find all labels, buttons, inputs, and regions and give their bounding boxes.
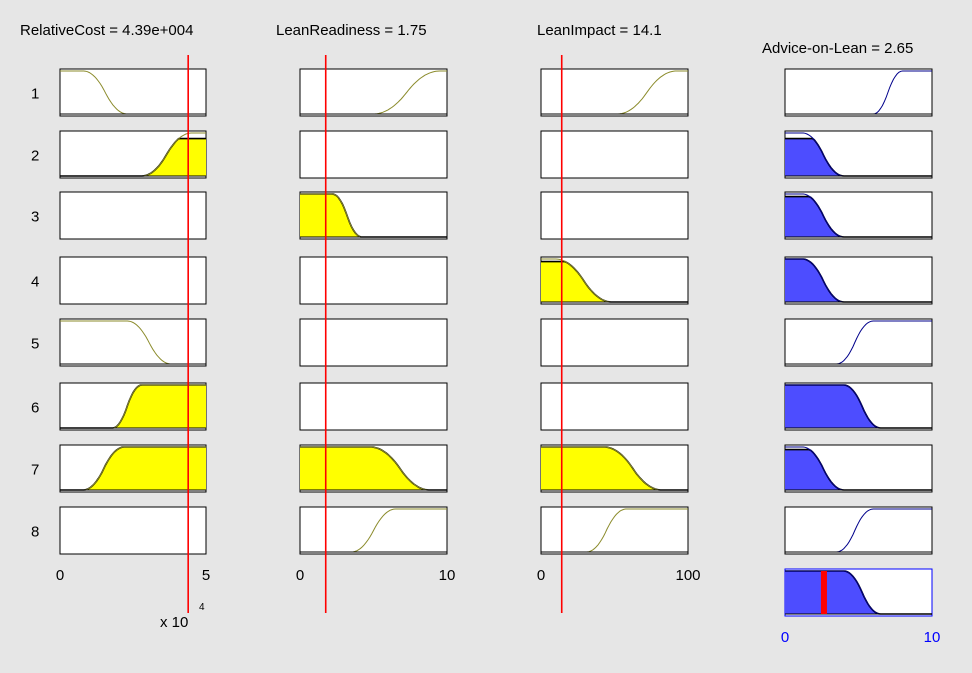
tick-max-advice: 10 <box>924 629 941 646</box>
var-label-leanimpact: LeanImpact = 14.1 <box>537 22 662 39</box>
mf-plot-leanimpact-rule-3 <box>540 191 689 240</box>
tick-max-leanreadiness: 10 <box>439 567 456 584</box>
mf-plot-advice-rule-8 <box>784 506 933 555</box>
rule-label-5: 5 <box>31 336 39 353</box>
membership-plots <box>59 68 933 617</box>
mf-plot-relativecost-rule-5 <box>59 318 207 367</box>
mf-plot-advice-rule-3 <box>784 191 933 240</box>
tick-min-leanreadiness: 0 <box>296 567 304 584</box>
rule-label-1: 1 <box>31 86 39 103</box>
mf-plot-leanreadiness-rule-3 <box>299 191 448 240</box>
mf-plot-leanimpact-rule-6 <box>540 382 689 431</box>
tick-min-advice: 0 <box>781 629 789 646</box>
mf-plot-leanimpact-rule-5 <box>540 318 689 367</box>
rule-label-4: 4 <box>31 274 39 291</box>
input-indicator-lines[interactable] <box>187 55 827 614</box>
mf-plot-advice-rule-9 <box>784 568 933 617</box>
mf-plot-relativecost-rule-6 <box>59 382 207 431</box>
exponent-superscript: 4 <box>199 602 205 613</box>
mf-plot-leanreadiness-rule-5 <box>299 318 448 367</box>
mf-plot-advice-rule-1 <box>784 68 933 117</box>
mf-plot-relativecost-rule-7 <box>59 444 207 493</box>
mf-plot-leanreadiness-rule-8 <box>299 506 448 555</box>
mf-plot-advice-rule-5 <box>784 318 933 367</box>
mf-plot-advice-rule-4 <box>784 256 933 305</box>
mf-plot-advice-rule-6 <box>784 382 933 431</box>
var-label-advice-on-lean: Advice-on-Lean = 2.65 <box>762 40 913 57</box>
mf-plot-relativecost-rule-1 <box>59 68 207 117</box>
mf-plot-leanreadiness-rule-7 <box>299 444 448 493</box>
mf-plot-relativecost-rule-3 <box>59 191 207 240</box>
mf-plot-leanimpact-rule-7 <box>540 444 689 493</box>
mf-plot-advice-rule-7 <box>784 444 933 493</box>
mf-plot-leanimpact-rule-4 <box>540 256 689 305</box>
exponent-label: x 10 <box>160 614 188 631</box>
var-label-relativecost: RelativeCost = 4.39e+004 <box>20 22 193 39</box>
rule-label-3: 3 <box>31 209 39 226</box>
rule-label-7: 7 <box>31 462 39 479</box>
var-label-leanreadiness: LeanReadiness = 1.75 <box>276 22 427 39</box>
mf-plot-advice-rule-2 <box>784 130 933 179</box>
mf-plot-relativecost-rule-2 <box>59 130 207 179</box>
tick-max-leanimpact: 100 <box>675 567 700 584</box>
mf-plot-leanreadiness-rule-6 <box>299 382 448 431</box>
mf-plot-leanimpact-rule-2 <box>540 130 689 179</box>
rule-label-2: 2 <box>31 148 39 165</box>
tick-min-relativecost: 0 <box>56 567 64 584</box>
mf-plot-relativecost-rule-8 <box>59 506 207 555</box>
rule-label-8: 8 <box>31 524 39 541</box>
mf-plot-leanimpact-rule-8 <box>540 506 689 555</box>
mf-plot-leanreadiness-rule-4 <box>299 256 448 305</box>
mf-plot-leanreadiness-rule-2 <box>299 130 448 179</box>
tick-max-relativecost: 5 <box>202 567 210 584</box>
mf-plot-relativecost-rule-4 <box>59 256 207 305</box>
rule-label-6: 6 <box>31 400 39 417</box>
mf-plot-leanimpact-rule-1 <box>540 68 689 117</box>
rule-number-labels: 1 2 3 4 5 6 7 8 <box>31 86 39 541</box>
tick-min-leanimpact: 0 <box>537 567 545 584</box>
mf-plot-leanreadiness-rule-1 <box>299 68 448 117</box>
